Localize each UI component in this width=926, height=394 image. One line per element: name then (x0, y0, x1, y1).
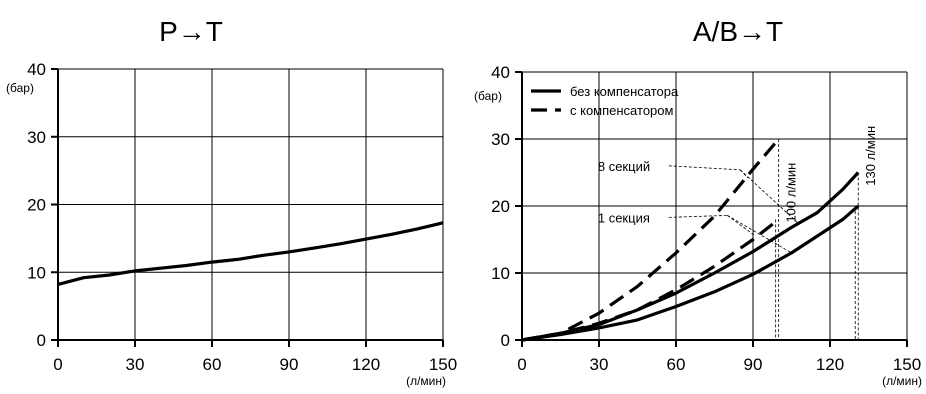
x-tick-label: 60 (667, 355, 686, 374)
x-tick-label: 120 (352, 355, 380, 374)
y-tick-label: 20 (27, 196, 46, 215)
leader-1-solid (727, 215, 792, 254)
series-line-solid-0 (57, 221, 444, 286)
leader-8-solid (739, 169, 800, 225)
y-unit-label: (бар) (474, 89, 502, 103)
annotation-8-sections: 8 секций (598, 159, 650, 174)
y-tick-label: 40 (491, 63, 510, 82)
x-tick-label: 120 (816, 355, 844, 374)
x-unit-label: (л/мин) (406, 374, 446, 388)
y-tick-label: 0 (501, 331, 510, 350)
series-line-solid-3 (521, 204, 860, 342)
x-tick-label: 90 (280, 355, 299, 374)
annotations: 8 секций 1 секция 100 л/мин 130 л/мин (598, 126, 878, 340)
leader-1-dashed (727, 215, 756, 237)
y-unit-label: (бар) (6, 81, 34, 95)
x-tick-label: 60 (203, 355, 222, 374)
annotation-100-lpm: 100 л/мин (784, 163, 799, 223)
x-tick-label: 30 (590, 355, 609, 374)
y-tick-label: 10 (491, 264, 510, 283)
series-line-dashed-0 (521, 137, 780, 342)
x-tick-label: 90 (744, 355, 763, 374)
annotation-130-lpm: 130 л/мин (863, 126, 878, 186)
chart-title-ab-t: A/B→T (693, 16, 783, 47)
x-tick-label: 150 (893, 355, 921, 374)
legend-entry-dashed: с компенсатором (570, 103, 674, 118)
x-tick-label: 30 (126, 355, 145, 374)
chart-p-t: P→T 0 30 60 90 120 150 0 10 20 30 40 (бар) (л/мин) (6, 16, 457, 388)
y-tick-label: 30 (491, 130, 510, 149)
y-tick-label: 20 (491, 197, 510, 216)
y-tick-label: 40 (27, 60, 46, 79)
annotation-1-section: 1 секция (598, 210, 650, 225)
leader-8-a (668, 165, 741, 171)
legend-entry-solid: без компенсатора (570, 84, 679, 99)
legend: без компенсатора с компенсатором (531, 84, 679, 118)
y-tick-label: 0 (37, 331, 46, 350)
x-tick-label: 0 (53, 355, 62, 374)
x-tick-label: 0 (517, 355, 526, 374)
leader-1-a (668, 214, 728, 218)
x-unit-label: (л/мин) (882, 374, 922, 388)
chart-ab-t: A/B→T 0 30 60 90 120 150 0 10 20 30 40 (бар) (л/ми… (474, 16, 922, 388)
chart-title-p-t: P→T (159, 16, 223, 47)
series-line-dashed-1 (521, 218, 780, 342)
y-tick-label: 10 (27, 263, 46, 282)
series-line-solid-2 (521, 171, 860, 342)
y-tick-label: 30 (27, 128, 46, 147)
x-tick-label: 150 (429, 355, 457, 374)
